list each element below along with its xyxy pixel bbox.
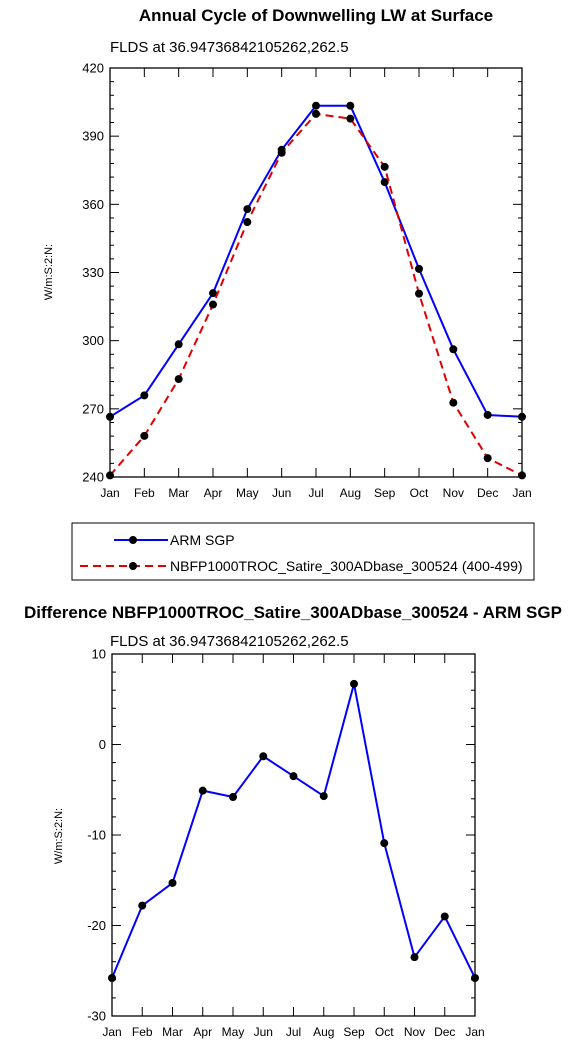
chart1-series-nbfp1000troc-satire--point: [449, 398, 458, 407]
chart1-series-arm-sgp-point: [243, 205, 252, 214]
chart1-series-nbfp1000troc-satire--point: [243, 218, 252, 227]
chart2-xtick-label: May: [222, 1025, 245, 1039]
legend-box: [71, 522, 535, 581]
chart1-series-nbfp1000troc-satire--point: [483, 454, 492, 463]
chart2-series-1-point: [350, 679, 358, 688]
chart2-subtitle: FLDS at 36.94736842105262,262.5: [110, 633, 349, 650]
chart1-ytick-label: 300: [82, 333, 104, 348]
chart1-xtick-label: Apr: [204, 486, 223, 500]
chart1-ytick-label: 420: [82, 61, 104, 76]
chart2-ytick-label: 0: [99, 737, 106, 752]
chart1-series-nbfp1000troc-satire--point: [106, 471, 114, 480]
chart1-series-arm-sgp-point: [209, 289, 217, 298]
chart1-xtick-label: Jan: [100, 486, 119, 500]
chart1-series-nbfp1000troc-satire--point: [415, 289, 423, 298]
chart2-xtick-label: Jan: [465, 1025, 484, 1039]
chart1-xtick-label: Dec: [477, 486, 498, 500]
chart1-title: Annual Cycle of Downwelling LW at Surfac…: [139, 6, 493, 25]
chart2-ytick-label: -30: [87, 1009, 106, 1024]
chart1-series-arm-sgp-point: [140, 391, 149, 400]
chart2-xtick-label: Dec: [434, 1025, 455, 1039]
legend-label-model: NBFP1000TROC_Satire_300ADbase_300524 (40…: [170, 558, 523, 574]
chart1-legend: ARM SGP NBFP1000TROC_Satire_300ADbase_30…: [71, 522, 535, 581]
chart2-ytick-label: 10: [92, 647, 106, 662]
chart1-series-arm-sgp-point: [106, 412, 114, 421]
chart2-xtick-label: Jul: [286, 1025, 301, 1039]
chart1-series-arm-sgp-point: [518, 412, 526, 421]
chart1-series-nbfp1000troc-satire--point: [140, 431, 149, 440]
chart2-series-1-point: [440, 912, 449, 921]
chart1-series-arm-sgp-point: [380, 178, 389, 187]
chart2-plot-area: -30 -20 -10 0 10 Jan Feb Mar Apr May Jun Jul Aug Sep O…: [87, 647, 484, 1040]
chart1-series-nbfp1000troc-satire--point: [209, 300, 217, 309]
chart1-xtick-label: Nov: [443, 486, 464, 500]
chart1-y-axis-label: W/m:S:2:N:: [43, 244, 55, 300]
legend-marker-model: [129, 562, 137, 570]
chart2-xtick-label: Oct: [375, 1025, 394, 1039]
chart2-xtick-label: Aug: [313, 1025, 334, 1039]
chart2-series-1-point: [108, 973, 116, 982]
chart1-series-nbfp1000troc-satire--point: [380, 162, 389, 171]
chart1-series-nbfp1000troc-satire--point: [518, 471, 526, 480]
chart1-xtick-label: Feb: [134, 486, 155, 500]
chart1-ytick-label: 240: [82, 470, 104, 485]
legend-entry-model: NBFP1000TROC_Satire_300ADbase_300524 (40…: [80, 558, 523, 574]
chart1-xtick-label: Jun: [272, 486, 291, 500]
chart1-series-nbfp1000troc-satire--point: [312, 109, 320, 118]
chart2-series-1-line: [111, 682, 476, 979]
chart2-series-1-point: [259, 752, 268, 761]
chart2-series-1-point: [471, 973, 479, 982]
legend-label-arm-sgp: ARM SGP: [170, 532, 235, 548]
chart1-xtick-label: Oct: [410, 486, 429, 500]
chart2-series-1-point: [319, 792, 328, 801]
chart2-series-1-point: [380, 839, 389, 848]
chart1-series-nbfp1000troc-satire--line: [109, 112, 523, 477]
chart2-xtick-label: Sep: [343, 1025, 365, 1039]
chart1-ytick-label: 270: [82, 401, 104, 416]
chart1-xtick-label: May: [236, 486, 259, 500]
chart2-y-axis-label: W/m:S:2:N:: [53, 808, 65, 864]
chart2-ytick-label: -20: [87, 918, 106, 933]
chart1-series-arm-sgp-point: [415, 264, 423, 273]
chart1-xtick-label: Jan: [512, 486, 531, 500]
chart1-xtick-label: Jul: [308, 486, 323, 500]
chart1-series-nbfp1000troc-satire--point: [277, 148, 286, 157]
chart1-series-nbfp1000troc-satire--point: [174, 375, 183, 384]
chart2-xtick-label: Mar: [162, 1025, 183, 1039]
chart2-series-1-point: [168, 878, 177, 887]
chart2-series-1-point: [198, 786, 207, 795]
chart2-xtick-label: Jan: [102, 1025, 121, 1039]
chart1-series-nbfp1000troc-satire--point: [346, 114, 355, 123]
chart2-series-1-point: [138, 901, 147, 910]
chart1-series-arm-sgp-point: [312, 101, 320, 110]
chart1-series-arm-sgp-point: [483, 410, 492, 419]
chart2-frame: [111, 653, 476, 1017]
chart1-series-arm-sgp-point: [174, 340, 183, 349]
chart2-ytick-label: -10: [87, 828, 106, 843]
chart1-xtick-label: Sep: [374, 486, 396, 500]
chart1-xtick-label: Mar: [168, 486, 189, 500]
chart1-ytick-label: 390: [82, 129, 104, 144]
legend-entry-arm-sgp: ARM SGP: [114, 532, 235, 548]
chart1-ytick-label: 330: [82, 265, 104, 280]
chart1-ytick-label: 360: [82, 197, 104, 212]
chart2-xtick-label: Feb: [132, 1025, 153, 1039]
chart2-series-1-point: [410, 953, 419, 962]
chart1-series-arm-sgp-line: [109, 104, 523, 418]
legend-marker-arm-sgp: [129, 536, 137, 544]
chart1-series-arm-sgp-point: [449, 345, 458, 354]
chart1-plot-area: 240 270 300 330 360 390 420 Jan Feb Mar Apr May Jun J…: [82, 61, 531, 501]
chart2-xtick-label: Jun: [254, 1025, 273, 1039]
chart1-xtick-label: Aug: [340, 486, 361, 500]
chart2-series-1-point: [289, 772, 298, 781]
chart2-xtick-label: Apr: [193, 1025, 212, 1039]
chart1-series-arm-sgp-point: [346, 101, 355, 110]
chart1-subtitle: FLDS at 36.94736842105262,262.5: [110, 39, 349, 56]
chart2-series-1-point: [229, 792, 237, 801]
chart2-title: Difference NBFP1000TROC_Satire_300ADbase…: [24, 603, 562, 622]
chart2-xtick-label: Nov: [404, 1025, 425, 1039]
